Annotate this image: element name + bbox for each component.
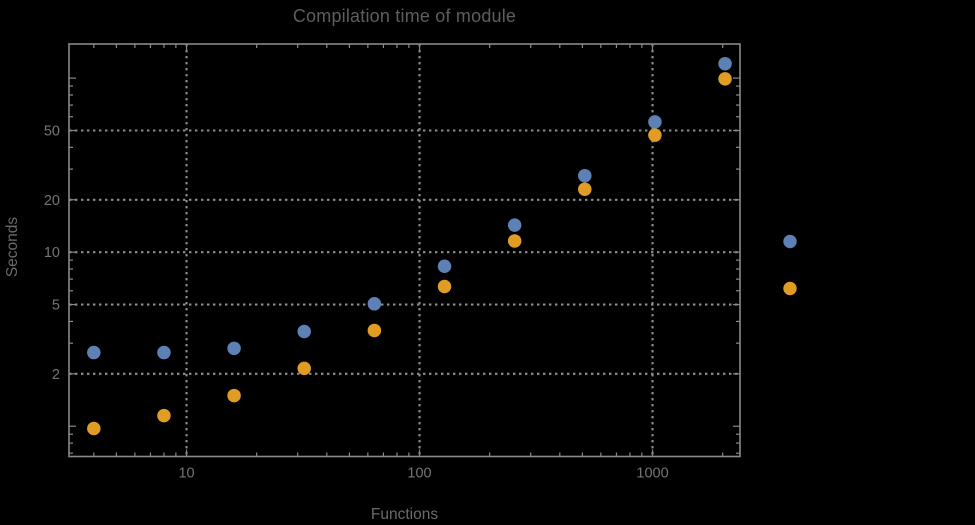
y-tick-label: 10 [44,245,60,261]
data-point-series-1-blue [367,297,382,311]
y-tick-label: 5 [52,298,60,314]
data-point-series-1-blue [718,56,732,71]
x-tick-label: 10 [178,466,194,482]
chart-title: Compilation time of module [292,6,517,26]
data-point-series-2-orange [297,361,311,376]
x-axis-label: Functions [370,506,439,523]
data-point-series-1-blue [507,218,522,232]
legend-marker-1 [783,281,797,296]
data-point-series-1-blue [157,345,171,360]
data-point-series-2-orange [718,72,732,86]
data-point-series-2-orange [157,408,171,423]
data-point-series-1-blue [578,168,592,183]
x-tick-label: 1000 [636,466,668,482]
data-point-series-1-blue [87,345,101,360]
y-tick-label: 50 [44,123,60,139]
data-point-series-2-orange [87,421,101,436]
data-point-series-2-orange [507,234,522,248]
data-point-series-2-orange [578,182,592,196]
x-tick-label: 100 [407,466,431,482]
legend-marker-0 [783,234,797,249]
data-point-series-2-orange [437,279,452,294]
y-tick-label: 2 [52,367,60,383]
plot-frame [68,43,741,458]
data-point-series-1-blue [227,341,241,356]
data-point-series-2-orange [648,128,662,142]
data-point-series-1-blue [297,324,311,339]
y-tick-label: 20 [44,193,60,209]
data-point-series-1-blue [648,115,662,129]
data-point-series-2-orange [367,323,382,338]
data-point-series-1-blue [437,259,452,273]
data-point-series-2-orange [227,388,241,403]
